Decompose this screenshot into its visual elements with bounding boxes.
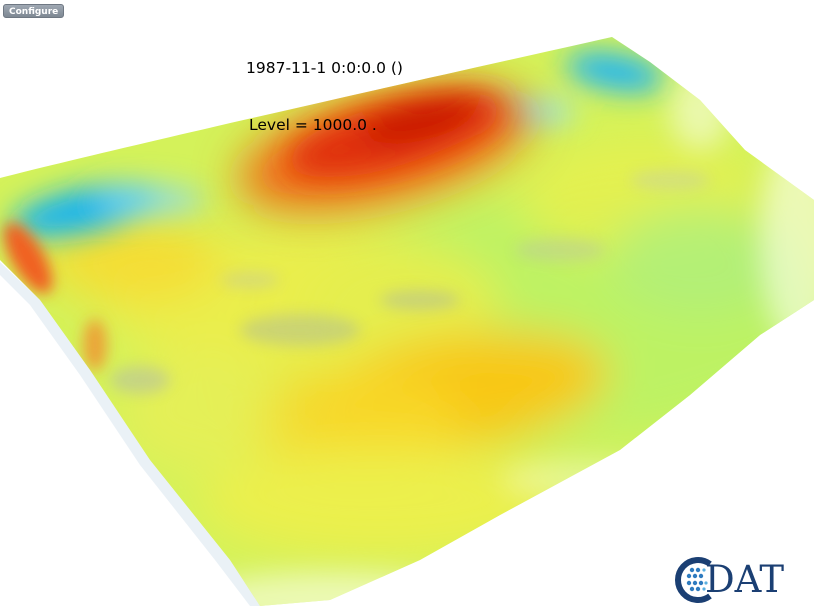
plot-header: 1987-11-1 0:0:0.0 () Level = 1000.0 . <box>246 21 403 173</box>
logo-text: DAT <box>705 558 785 601</box>
configure-button[interactable]: Configure <box>3 4 65 18</box>
level-label: Level = 1000.0 . <box>249 116 377 134</box>
cdat-logo: DAT <box>672 556 808 604</box>
cdat-c-logo-icon <box>675 557 712 603</box>
timestamp-label: 1987-11-1 0:0:0.0 () <box>246 59 403 77</box>
